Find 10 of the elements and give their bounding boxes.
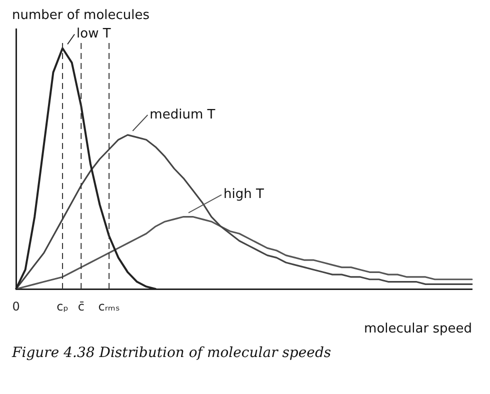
x-tick-label: 0 [12, 299, 20, 314]
series-label: high T [224, 187, 264, 202]
legend-label: low T [76, 26, 111, 42]
x-tick-label: c̄ [78, 299, 84, 314]
x-tick-label: cᵣₘₛ [98, 299, 120, 314]
x-tick-label: cₚ [56, 299, 68, 314]
x-axis-title: molecular speed [364, 322, 472, 337]
caption: Figure 4.38 Distribution of molecular speeds [10, 345, 332, 361]
legend-label: medium T [150, 107, 216, 122]
y-axis-title: number of molecules [11, 8, 151, 23]
